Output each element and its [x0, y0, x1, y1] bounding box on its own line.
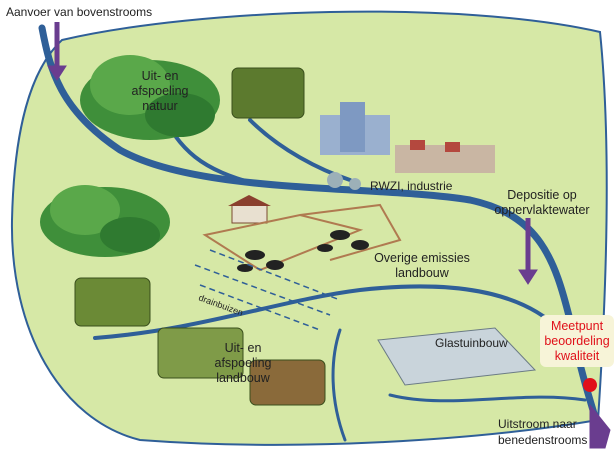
farm	[194, 195, 402, 331]
crop-field	[157, 327, 244, 379]
monitoring-box	[540, 315, 614, 367]
agriculture-label: Uit- en afspoeling landbouw	[215, 341, 272, 385]
crop-field	[74, 277, 151, 327]
greenhouse-label: Glastuinbouw	[435, 336, 508, 350]
tributary	[331, 328, 347, 442]
monitoring-point	[583, 378, 597, 392]
tributary	[388, 393, 587, 403]
wwtp-label: RWZI, industrie	[370, 179, 453, 193]
crop-field	[249, 359, 326, 406]
forest	[40, 55, 220, 257]
monitoring-label: Meetpunt beoordeling kwaliteit	[544, 319, 609, 363]
arrow	[47, 22, 611, 449]
deposition-label: Depositie op oppervlaktewater	[494, 188, 589, 217]
tributary	[93, 284, 562, 340]
greenhouse-building	[377, 327, 537, 386]
inflow-label: Aanvoer van bovenstrooms	[6, 5, 152, 19]
other-agriculture-label: Overige emissies landbouw	[374, 251, 470, 280]
nature-label: Uit- en afspoeling natuur	[132, 69, 189, 113]
city	[320, 102, 495, 190]
outflow-label: Uitstroom naar benedenstrooms	[498, 417, 587, 447]
crop-field	[231, 67, 305, 119]
